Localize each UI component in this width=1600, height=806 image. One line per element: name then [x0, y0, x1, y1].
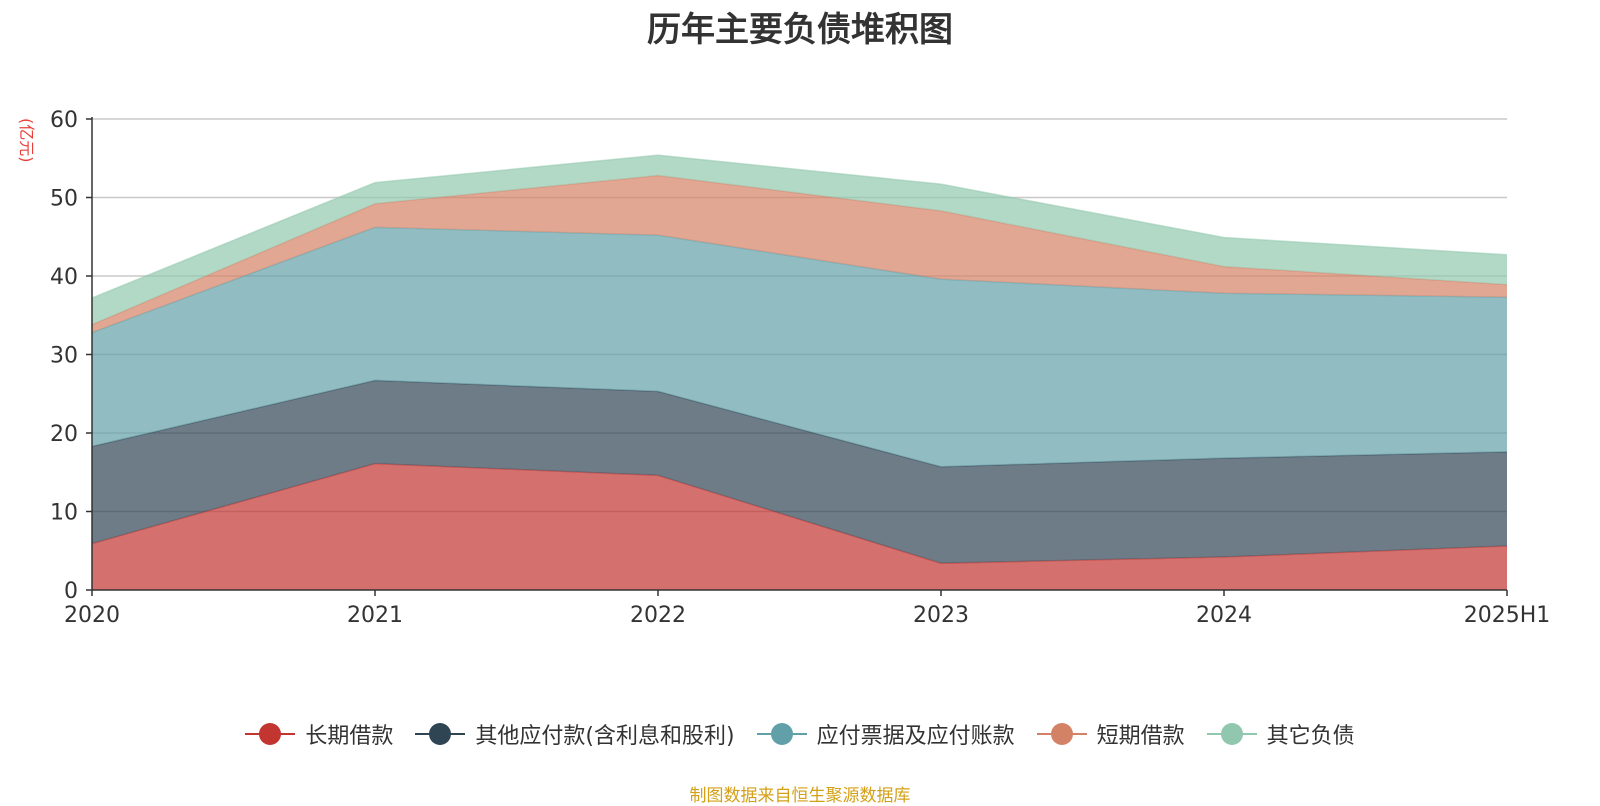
x-tick-label-2020: 2020 — [64, 603, 120, 628]
area-series-3 — [92, 175, 1507, 333]
area-series-2 — [92, 227, 1507, 467]
y-tick-label-10: 10 — [50, 501, 78, 526]
chart-title: 历年主要负债堆积图 — [647, 10, 953, 50]
x-tick-label-2025H1: 2025H1 — [1464, 603, 1551, 628]
legend: 长期借款 其他应付款(含利息和股利) 应付票据及应付账款 短期借款 其它负债 — [0, 718, 1600, 750]
legend-label: 短期借款 — [1096, 724, 1185, 749]
x-tick-label-2023: 2023 — [913, 603, 969, 628]
area-layer — [91, 154, 1508, 590]
legend-label: 长期借款 — [305, 724, 394, 749]
y-tick-label-40: 40 — [50, 265, 78, 290]
y-tick-label-0: 0 — [64, 579, 78, 604]
area-line-series-4 — [91, 154, 1508, 299]
legend-item-2[interactable]: 应付票据及应付账款 — [756, 718, 1015, 750]
source-note: 制图数据来自恒生聚源数据库 — [689, 786, 911, 806]
legend-marker-icon — [245, 722, 296, 746]
area-series-4 — [92, 155, 1507, 325]
legend-item-1[interactable]: 其他应付款(含利息和股利) — [415, 718, 735, 750]
area-series-1 — [92, 380, 1507, 564]
legend-marker-icon — [1206, 722, 1257, 746]
y-tick-label-30: 30 — [50, 344, 78, 369]
x-tick-label-2022: 2022 — [630, 603, 686, 628]
legend-item-4[interactable]: 其它负债 — [1206, 718, 1355, 750]
legend-label: 应付票据及应付账款 — [816, 724, 1015, 749]
legend-marker-icon — [756, 722, 807, 746]
y-tick-label-60: 60 — [50, 108, 78, 133]
area-series-0 — [92, 463, 1507, 590]
legend-marker-icon — [1036, 722, 1087, 746]
y-tick-label-50: 50 — [50, 187, 78, 212]
axis-layer: 0 10 20 30 40 50 60 2020 2021 2022 2023 2024 2025H1 — [50, 108, 1550, 628]
legend-label: 其他应付款(含利息和股利) — [475, 724, 735, 749]
y-tick-label-20: 20 — [50, 422, 78, 447]
legend-item-3[interactable]: 短期借款 — [1036, 718, 1185, 750]
legend-item-0[interactable]: 长期借款 — [245, 718, 393, 750]
x-tick-label-2024: 2024 — [1196, 603, 1252, 628]
x-tick-label-2021: 2021 — [347, 603, 403, 628]
legend-marker-icon — [415, 722, 466, 746]
legend-label: 其它负债 — [1266, 724, 1355, 749]
